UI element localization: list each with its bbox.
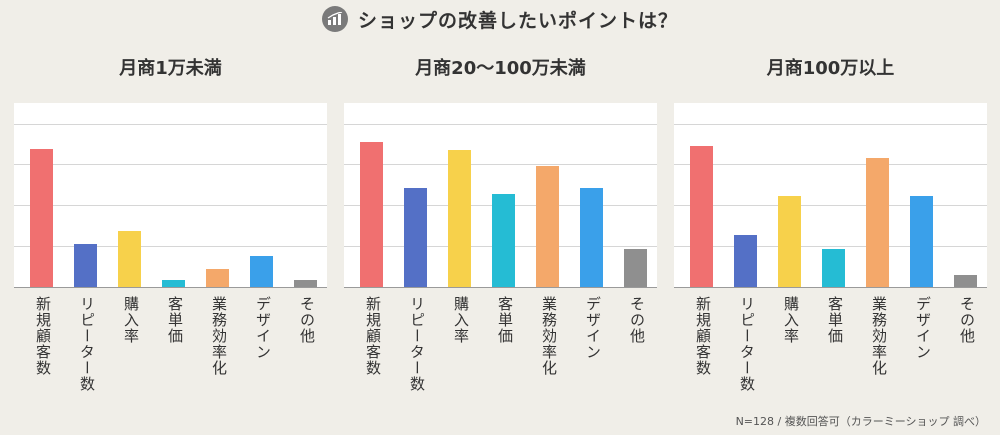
gridline bbox=[14, 205, 327, 206]
category-label: その他 bbox=[628, 296, 646, 344]
category-label: デザイン bbox=[584, 296, 602, 360]
category-label: 客単価 bbox=[166, 296, 184, 344]
bar-2 bbox=[404, 188, 427, 287]
gridline bbox=[14, 124, 327, 125]
gridline bbox=[14, 246, 327, 247]
category-label: 購入率 bbox=[122, 296, 140, 344]
gridline bbox=[674, 205, 987, 206]
bar-3 bbox=[778, 196, 801, 287]
bar-3 bbox=[448, 150, 471, 287]
chart-header: ショップの改善したいポイントは？ bbox=[0, 2, 1000, 36]
chart-title: 月商20〜100万未満 bbox=[415, 58, 586, 79]
bar-7 bbox=[954, 275, 977, 287]
chart-plot-area bbox=[14, 103, 327, 288]
chart-title: 月商1万未満 bbox=[119, 58, 222, 79]
category-label: 新規顧客数 bbox=[34, 296, 52, 376]
chart-title: 月商100万以上 bbox=[766, 58, 895, 79]
category-label: 業務効率化 bbox=[870, 296, 888, 376]
category-label: 購入率 bbox=[452, 296, 470, 344]
gridline bbox=[674, 164, 987, 165]
bar-6 bbox=[250, 256, 273, 287]
bar-3 bbox=[118, 231, 141, 287]
chart-plot-area bbox=[344, 103, 657, 288]
category-label: その他 bbox=[298, 296, 316, 344]
category-label: 新規顧客数 bbox=[694, 296, 712, 376]
x-axis-baseline bbox=[14, 287, 327, 288]
category-label: デザイン bbox=[914, 296, 932, 360]
bar-4 bbox=[162, 280, 185, 287]
category-label: リピーター数 bbox=[738, 296, 756, 392]
bar-6 bbox=[580, 188, 603, 287]
bar-1 bbox=[360, 142, 383, 287]
gridline bbox=[674, 246, 987, 247]
bar-7 bbox=[294, 280, 317, 287]
category-label: デザイン bbox=[254, 296, 272, 360]
category-label: 業務効率化 bbox=[540, 296, 558, 376]
category-label: リピーター数 bbox=[408, 296, 426, 392]
page-title: ショップの改善したいポイントは？ bbox=[357, 9, 678, 32]
bar-5 bbox=[866, 158, 889, 287]
bar-5 bbox=[206, 269, 229, 287]
gridline bbox=[14, 164, 327, 165]
bar-4 bbox=[822, 249, 845, 287]
gridline bbox=[674, 124, 987, 125]
category-label: 客単価 bbox=[826, 296, 844, 344]
bar-4 bbox=[492, 194, 515, 287]
bar-7 bbox=[624, 249, 647, 287]
bar-1 bbox=[690, 146, 713, 287]
gridline bbox=[344, 124, 657, 125]
gridline bbox=[344, 164, 657, 165]
category-label: リピーター数 bbox=[78, 296, 96, 392]
category-label: 購入率 bbox=[782, 296, 800, 344]
chart-plot-area bbox=[674, 103, 987, 288]
bar-chart-icon bbox=[321, 6, 348, 32]
category-label: 新規顧客数 bbox=[364, 296, 382, 376]
footnote: N=128 / 複数回答可（カラーミーショップ 調べ） bbox=[735, 415, 986, 428]
bar-6 bbox=[910, 196, 933, 287]
x-axis-baseline bbox=[344, 287, 657, 288]
bar-5 bbox=[536, 166, 559, 287]
category-label: その他 bbox=[958, 296, 976, 344]
category-label: 客単価 bbox=[496, 296, 514, 344]
bar-1 bbox=[30, 149, 53, 287]
x-axis-baseline bbox=[674, 287, 987, 288]
bar-2 bbox=[734, 235, 757, 287]
bar-2 bbox=[74, 244, 97, 287]
category-label: 業務効率化 bbox=[210, 296, 228, 376]
